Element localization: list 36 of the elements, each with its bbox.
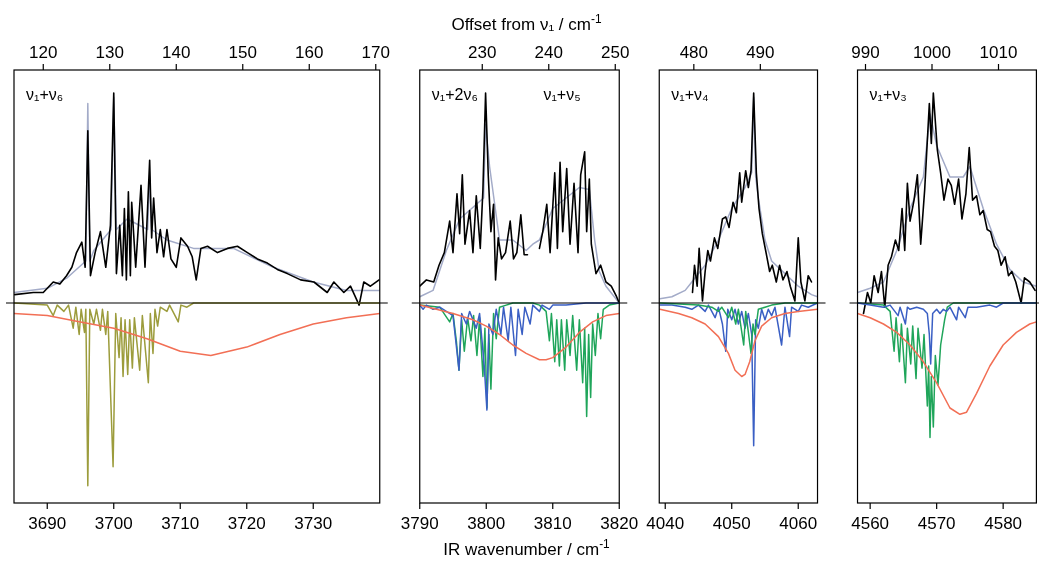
x-tick-label: 3820 bbox=[600, 514, 639, 533]
x-tick-label: 4580 bbox=[984, 514, 1023, 533]
x2-tick-label: 170 bbox=[361, 43, 390, 62]
x2-tick-label: 230 bbox=[468, 43, 497, 62]
x-tick-label: 3800 bbox=[467, 514, 506, 533]
x2-tick-label: 160 bbox=[295, 43, 324, 62]
x-tick-label: 4560 bbox=[851, 514, 890, 533]
x2-tick-label: 240 bbox=[534, 43, 563, 62]
x-axis-title: IR wavenumber / cm$^{-1}$ bbox=[443, 537, 611, 559]
x-tick-label: 4060 bbox=[779, 514, 818, 533]
x2-tick-label: 130 bbox=[95, 43, 124, 62]
x-tick-label: 3710 bbox=[161, 514, 200, 533]
x2-tick-label: 150 bbox=[228, 43, 257, 62]
x-tick-label: 3730 bbox=[294, 514, 333, 533]
annotation: ν₁+2ν₆ bbox=[431, 86, 478, 103]
x2-tick-label: 490 bbox=[746, 43, 775, 62]
x2-tick-label: 140 bbox=[162, 43, 191, 62]
x2-tick-label: 250 bbox=[601, 43, 630, 62]
annotation: ν₁+ν₆ bbox=[26, 86, 64, 103]
x-tick-label: 4050 bbox=[712, 514, 751, 533]
x-tick-label: 3720 bbox=[227, 514, 266, 533]
x-tick-label: 3690 bbox=[28, 514, 67, 533]
x-tick-label: 4570 bbox=[917, 514, 956, 533]
x2-tick-label: 1000 bbox=[913, 43, 951, 62]
x2-axis-title: Offset from ν₁ / cm$^{-1}$ bbox=[451, 12, 602, 34]
x-tick-label: 3790 bbox=[400, 514, 439, 533]
annotation: ν₁+ν₄ bbox=[671, 86, 709, 103]
annotation: ν₁+ν₃ bbox=[869, 86, 907, 103]
x2-tick-label: 480 bbox=[679, 43, 709, 62]
x-tick-label: 3810 bbox=[533, 514, 572, 533]
x2-tick-label: 120 bbox=[29, 43, 58, 62]
x2-tick-label: 1010 bbox=[979, 43, 1018, 62]
annotation: ν₁+ν₅ bbox=[543, 86, 581, 103]
x-tick-label: 4040 bbox=[646, 514, 685, 533]
x-tick-label: 3700 bbox=[94, 514, 133, 533]
x2-tick-label: 990 bbox=[851, 43, 880, 62]
